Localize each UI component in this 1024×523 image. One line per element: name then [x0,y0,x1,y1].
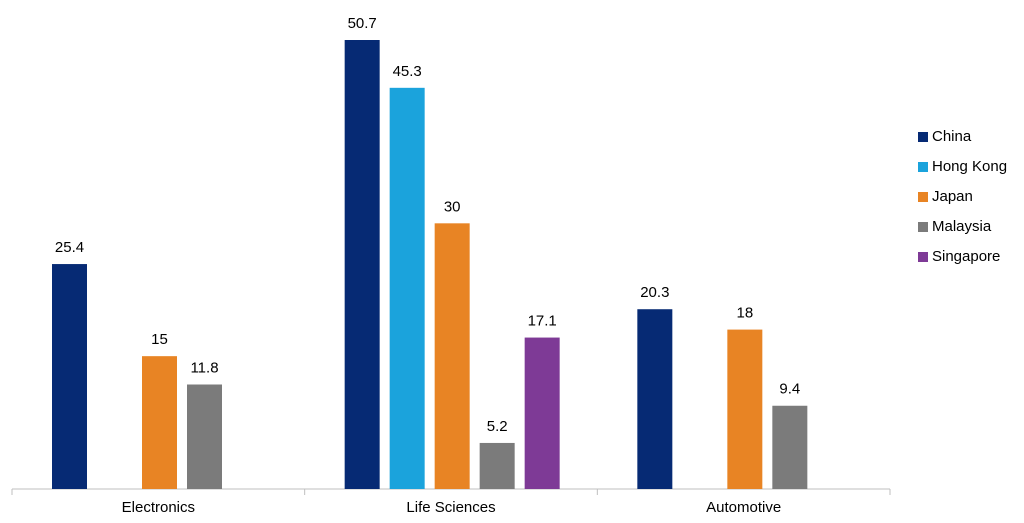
bar [727,329,763,489]
bar [187,384,222,489]
data-label: 25.4 [55,239,84,256]
data-label: 30 [444,198,461,215]
legend-swatch [918,222,928,232]
bar [52,264,87,489]
legend-swatch [918,252,928,262]
bar [389,87,425,490]
data-label: 17.1 [528,313,557,330]
data-label: 45.3 [393,63,422,80]
x-tick-label: Automotive [706,499,781,516]
data-label: 5.2 [487,418,508,435]
bar [772,405,808,489]
data-label: 9.4 [779,381,800,398]
legend-label: Japan [932,188,973,205]
data-label: 15 [151,331,168,348]
bar [524,337,560,489]
data-label: 18 [736,305,753,322]
data-label: 20.3 [640,284,669,301]
legend-swatch [918,162,928,172]
bar [142,356,177,489]
legend-label: Hong Kong [932,158,1007,175]
data-label: 11.8 [190,359,218,376]
bar [479,442,515,489]
bar [434,223,470,489]
legend-label: Singapore [932,248,1000,265]
legend-swatch [918,192,928,202]
bar [637,309,673,489]
data-label: 50.7 [348,15,377,32]
legend-label: China [932,128,972,145]
x-tick-label: Life Sciences [406,499,495,516]
legend-label: Malaysia [932,218,992,235]
legend-swatch [918,132,928,142]
x-tick-label: Electronics [122,499,195,516]
bar [344,40,380,489]
